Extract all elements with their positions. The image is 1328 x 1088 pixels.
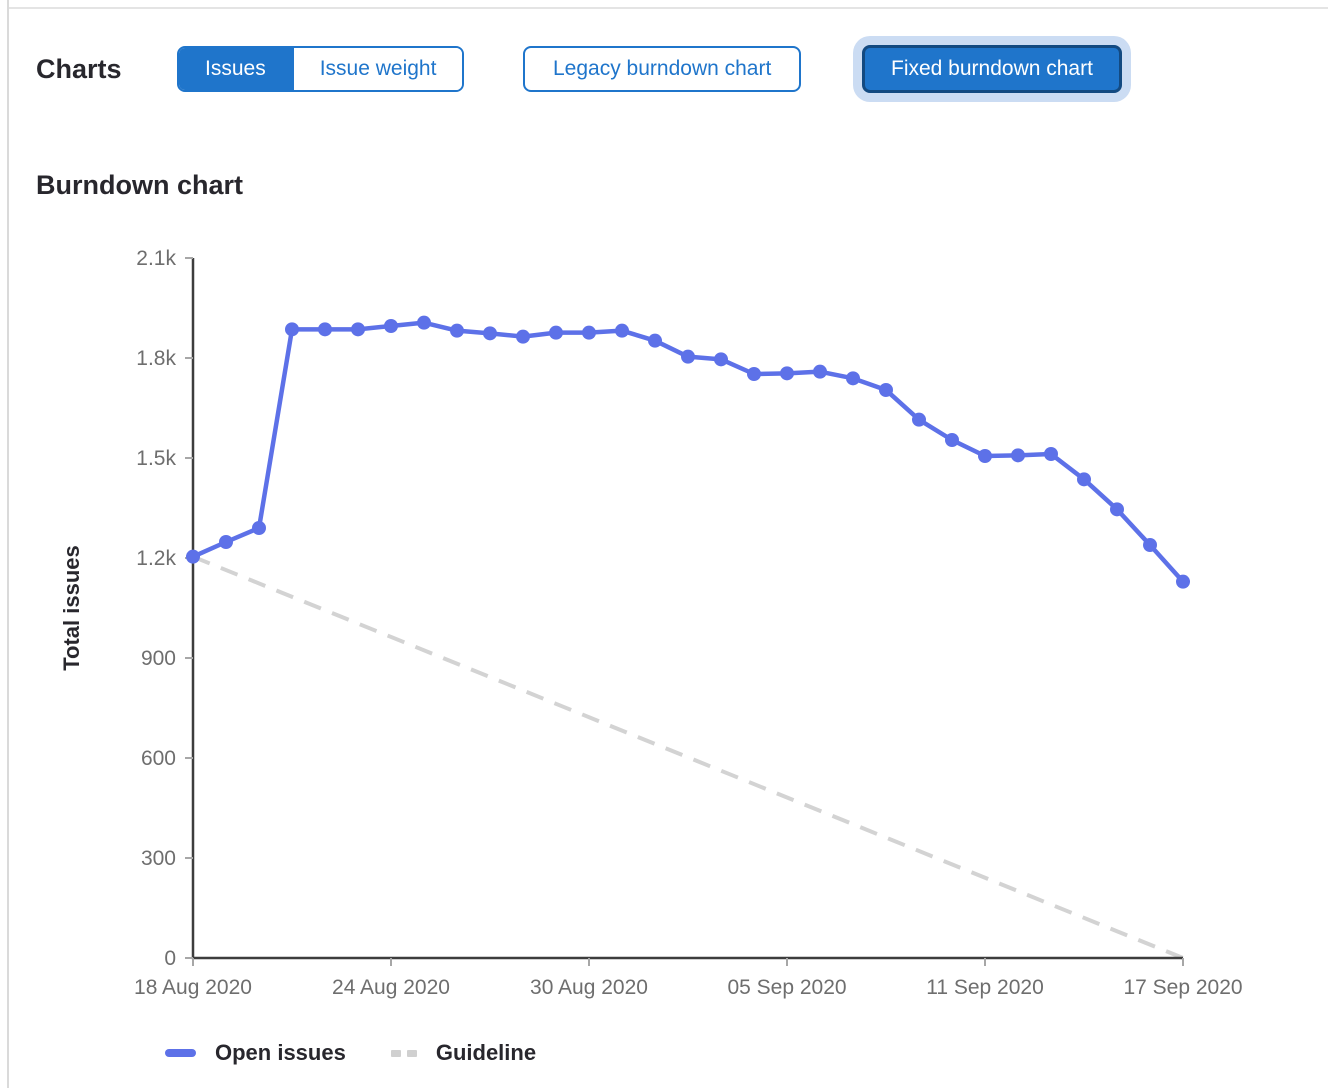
x-tick-label: 24 Aug 2020 [332, 976, 450, 999]
y-tick-label: 1.5k [136, 447, 176, 470]
open-issues-point[interactable] [945, 433, 959, 447]
open-issues-point[interactable] [681, 349, 695, 364]
open-issues-point[interactable] [615, 323, 629, 338]
open-issues-point[interactable] [1077, 472, 1091, 487]
y-tick-label: 1.2k [136, 547, 176, 570]
open-issues-point[interactable] [186, 549, 200, 564]
open-issues-point[interactable] [516, 329, 530, 344]
open-issues-point[interactable] [1176, 574, 1190, 589]
y-axis-title: Total issues [59, 545, 84, 671]
open-issues-point[interactable] [285, 322, 299, 337]
open-issues-swatch-icon [165, 1049, 196, 1057]
legend-item-open-issues[interactable]: Open issues [165, 1040, 346, 1066]
open-issues-point[interactable] [912, 412, 926, 427]
y-tick-label: 1.8k [136, 347, 176, 370]
y-tick-label: 900 [141, 647, 176, 670]
y-tick-label: 2.1k [136, 247, 176, 270]
open-issues-point[interactable] [1011, 448, 1025, 463]
open-issues-point[interactable] [252, 521, 266, 535]
open-issues-point[interactable] [351, 322, 365, 337]
burndown-chart-title: Burndown chart [36, 170, 243, 200]
legacy-burndown-chart-button[interactable]: Legacy burndown chart [523, 46, 802, 92]
open-issues-point[interactable] [714, 352, 728, 367]
open-issues-point[interactable] [1143, 538, 1157, 552]
x-tick-label: 11 Sep 2020 [926, 976, 1044, 999]
legend-item-guideline[interactable]: Guideline [390, 1040, 537, 1066]
guideline-line [192, 554, 1184, 960]
open-issues-point[interactable] [582, 325, 596, 340]
chart-legend: Open issues Guideline [165, 1040, 536, 1066]
open-issues-point[interactable] [318, 322, 332, 337]
y-tick-label: 300 [141, 847, 176, 870]
open-issues-point[interactable] [648, 333, 662, 348]
open-issues-point[interactable] [219, 535, 233, 549]
legend-guideline-label: Guideline [435, 1040, 537, 1065]
open-issues-point[interactable] [384, 319, 398, 333]
open-issues-point[interactable] [1044, 447, 1058, 461]
open-issues-point[interactable] [813, 364, 827, 379]
open-issues-point[interactable] [483, 326, 497, 341]
left-divider [7, 0, 9, 1088]
top-divider [7, 7, 1328, 9]
x-tick-label: 30 Aug 2020 [530, 976, 648, 999]
open-issues-point[interactable] [417, 315, 431, 330]
x-tick-label: 05 Sep 2020 [727, 976, 846, 999]
legend-open-issues-label: Open issues [215, 1040, 346, 1065]
toggle-issues-button[interactable]: Issues [179, 48, 292, 90]
burndown-chart-canvas[interactable]: 0 300 600 900 1.2k 1.5k 1.8k 2.1k 18 Aug 2020 24 … [0, 0, 1328, 1020]
open-issues-point[interactable] [780, 366, 794, 381]
toggle-issue-weight-button[interactable]: Issue weight [291, 48, 463, 90]
y-tick-label: 600 [141, 747, 176, 770]
y-tick-label: 0 [164, 947, 176, 970]
issues-weight-toggle: Issues Issue weight [177, 46, 465, 92]
open-issues-point[interactable] [978, 449, 992, 463]
fixed-burndown-chart-button[interactable]: Fixed burndown chart [862, 45, 1122, 93]
x-tick-label: 17 Sep 2020 [1123, 976, 1242, 999]
open-issues-point[interactable] [747, 367, 761, 381]
open-issues-point[interactable] [1110, 502, 1124, 517]
charts-label: Charts [36, 54, 122, 84]
open-issues-point[interactable] [549, 325, 563, 340]
open-issues-point[interactable] [879, 383, 893, 397]
x-tick-label: 18 Aug 2020 [134, 976, 252, 999]
open-issues-point[interactable] [450, 323, 464, 338]
open-issues-point[interactable] [846, 371, 860, 386]
guideline-swatch-icon [390, 1049, 417, 1057]
